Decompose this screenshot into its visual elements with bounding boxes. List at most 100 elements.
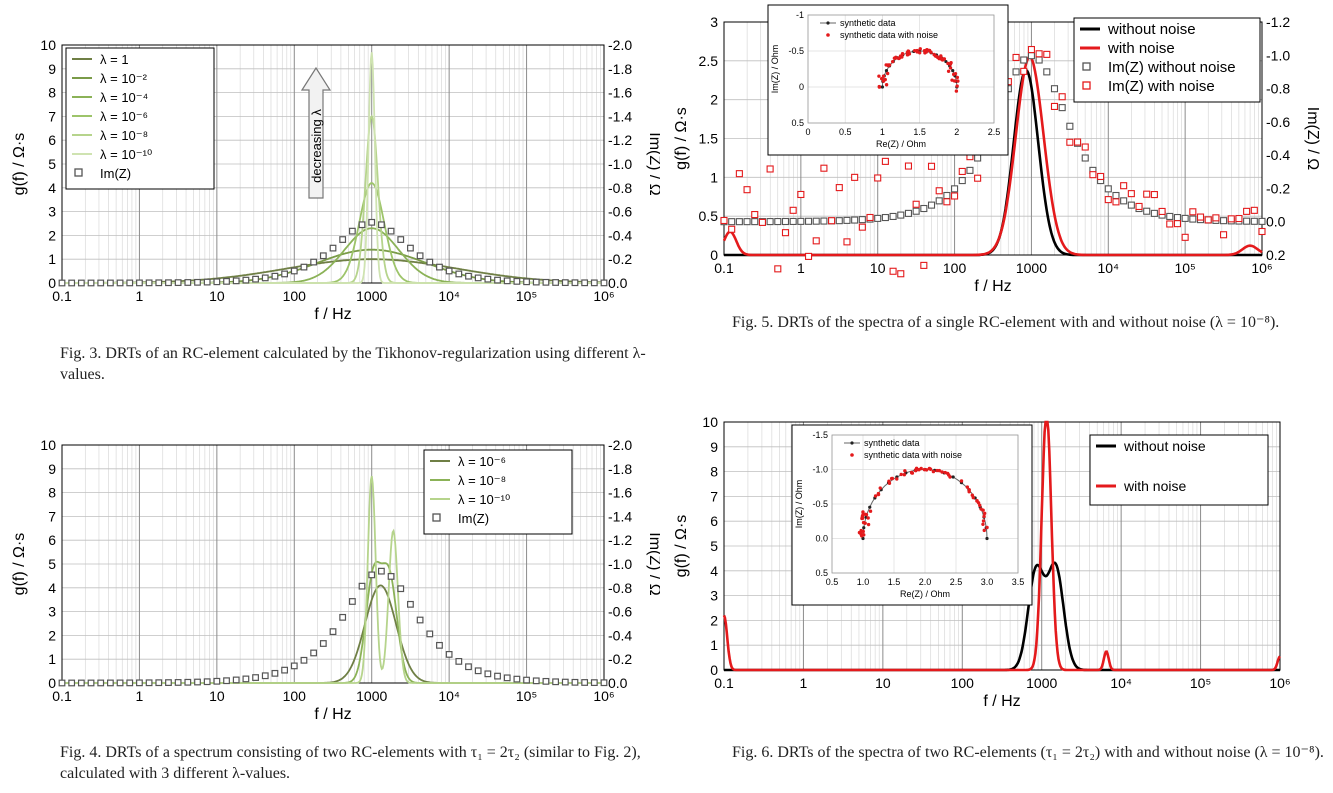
data-point (68, 279, 76, 287)
data-point (397, 585, 405, 593)
y2-axis-label: Im(Z) / Ω (1304, 107, 1321, 171)
data-point (184, 279, 192, 286)
inset-noisy-point (985, 525, 989, 530)
data-point (958, 167, 966, 175)
legend-box (1073, 17, 1261, 103)
y2-tick-label: -1.8 (608, 461, 632, 477)
figure-6: 0 1 2 3 4 5 6 7 8 9 10 0.1 1 10 100 1000 10⁴ 10⁵ 10⁶ f / Hz… (672, 400, 1333, 740)
data-point (581, 279, 589, 287)
inset-noisy-point (884, 83, 889, 87)
data-point (927, 162, 936, 170)
inset-noisy-point (894, 56, 898, 60)
inset-point (861, 536, 865, 541)
inset-noisy-point (881, 74, 886, 78)
y2-tick-label: 0.0 (608, 675, 628, 691)
data-point (474, 667, 482, 675)
inset-y-tick: 0.5 (791, 118, 804, 128)
legend-label: with noise (1123, 478, 1186, 494)
data-point (774, 217, 782, 226)
inset-noisy-point (861, 529, 865, 534)
data-point (465, 663, 472, 671)
caption-fig3: Fig. 3. DRTs of an RC-element calculated… (60, 345, 646, 383)
data-point (1112, 191, 1120, 200)
x-tick-label: 1000 (356, 288, 387, 304)
x-tick-label: 1000 (1016, 260, 1047, 276)
data-point (581, 679, 589, 686)
data-point (58, 679, 66, 687)
data-point (904, 209, 913, 217)
y-tick-label: 3 (710, 14, 718, 30)
data-point (281, 270, 289, 278)
legend-label: Im(Z) (458, 511, 489, 526)
y2-tick-label: -1.2 (608, 132, 632, 148)
x-tick-label: 1 (136, 688, 144, 704)
data-point (523, 676, 530, 684)
data-point (797, 217, 805, 225)
data-point (843, 238, 851, 246)
inset-x-tick: 0.5 (839, 127, 852, 137)
inset-noisy-point (878, 486, 882, 490)
y2-tick-label: -1.2 (608, 532, 632, 548)
data-point (232, 676, 240, 684)
y-tick-label: 8 (48, 85, 56, 101)
data-point (728, 225, 736, 233)
inset-noisy-point (951, 72, 956, 77)
y-tick-label: 7 (710, 488, 718, 504)
inset-noisy-point (931, 469, 936, 474)
inset-x-tick: 0.5 (826, 577, 839, 587)
x-tick-label: 10⁴ (438, 288, 460, 304)
inset-x-tick: 1.0 (857, 577, 870, 587)
data-point (804, 252, 813, 260)
data-point (1143, 207, 1151, 215)
inset-noisy-point (890, 59, 895, 64)
inset-noisy-point (956, 79, 960, 83)
data-point (87, 679, 95, 687)
x-tick-label: 10⁴ (1097, 260, 1119, 276)
data-point (377, 221, 385, 229)
data-point (1020, 67, 1028, 75)
data-point (858, 216, 866, 224)
legend-label: λ = 10⁻⁸ (458, 473, 506, 488)
x-axis-label: f / Hz (314, 306, 351, 323)
legend-label: λ = 10⁻⁴ (100, 90, 148, 105)
data-point (106, 679, 114, 687)
data-point (1150, 191, 1158, 199)
inset-y-tick: 0.0 (815, 534, 828, 544)
inset-legend-label: synthetic data (840, 18, 896, 28)
x-tick-label: 100 (283, 288, 307, 304)
inset-legend-label: synthetic data with noise (840, 30, 938, 40)
x-tick-label: 10⁵ (1174, 260, 1195, 276)
y2-tick-label: -1.0 (608, 156, 632, 172)
data-point (513, 675, 521, 683)
y-tick-label: 3 (48, 604, 56, 620)
legend-box (1089, 434, 1269, 506)
data-point (368, 571, 376, 579)
data-point (542, 278, 550, 286)
inset-noisy-point (946, 69, 951, 73)
chart-fig3: 0 1 2 3 4 5 6 7 8 9 10 0.0 -0.2 -0.4 -0.6 -0.8 -1.0 -1.2 -… (11, 37, 663, 323)
y-tick-label: 2 (710, 92, 718, 108)
data-point (851, 173, 859, 181)
y-tick-label: 2 (710, 612, 718, 628)
caption-fig5: Fig. 5. DRTs of the spectra of a single … (732, 314, 1280, 331)
data-point (781, 217, 790, 226)
y-tick-label: 0.5 (699, 208, 719, 224)
data-point (310, 258, 318, 266)
data-point (242, 276, 250, 284)
data-point (1135, 202, 1143, 211)
data-point (1189, 208, 1197, 216)
data-point (951, 192, 959, 200)
data-point (943, 191, 951, 200)
inset-noisy-point (981, 522, 985, 526)
data-point (194, 678, 201, 686)
data-point (407, 600, 414, 608)
data-point (523, 278, 530, 286)
x-axis-label: f / Hz (974, 278, 1011, 295)
y-tick-label: 8 (710, 464, 718, 480)
series-line (722, 420, 1281, 672)
data-point (1181, 233, 1189, 241)
y2-tick-label: -0.6 (608, 204, 632, 220)
y-tick-label: 8 (48, 485, 56, 501)
data-point (789, 206, 797, 214)
y-tick-label: 0 (48, 675, 56, 691)
